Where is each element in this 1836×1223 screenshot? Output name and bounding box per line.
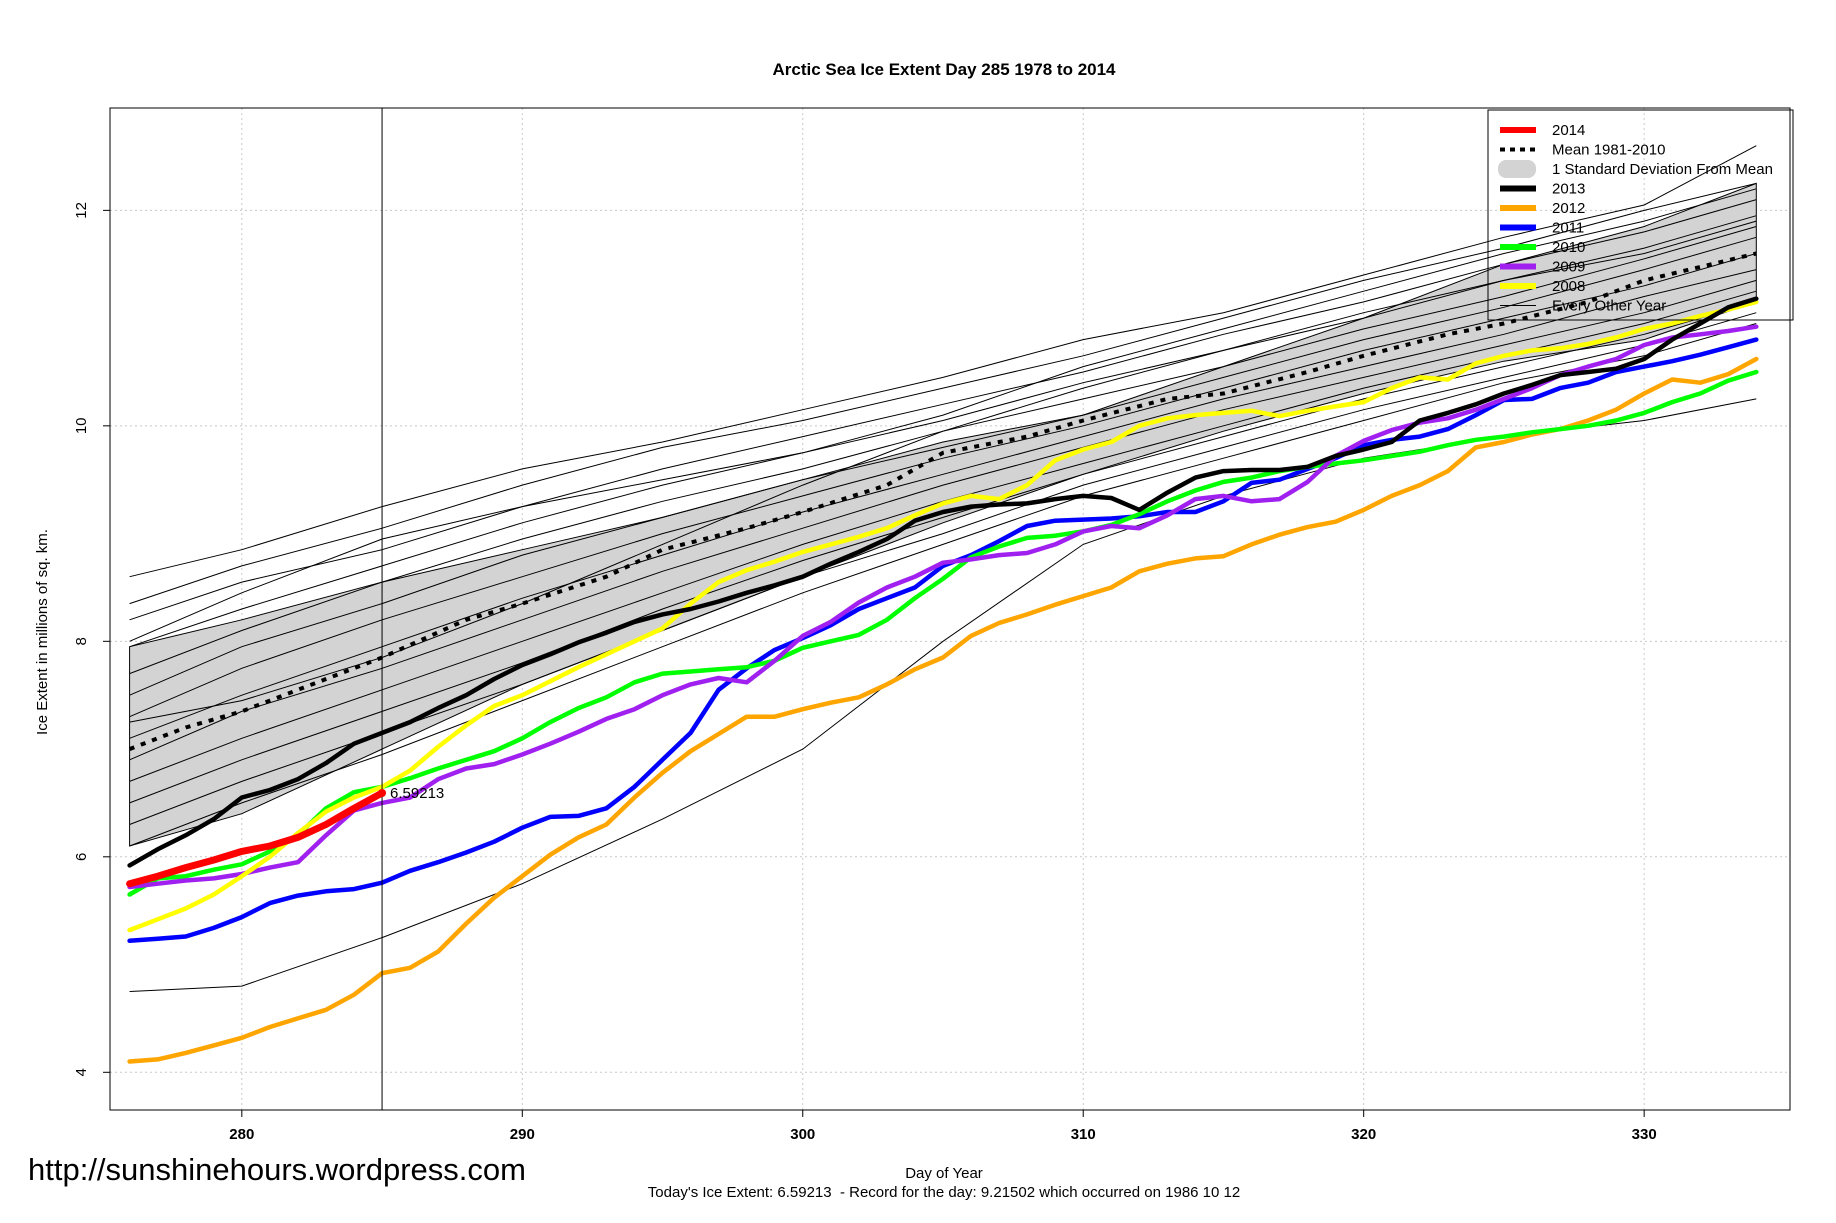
plot-frame [109, 107, 1791, 1111]
series-line-mean-1981-2010 [128, 251, 1757, 751]
chart-caption: Today's Ice Extent: 6.59213 - Record for… [648, 1184, 1240, 1201]
legend-label: 2011 [1552, 220, 1584, 237]
y-tick-label: 8 [73, 637, 90, 645]
x-tick-label: 290 [510, 1126, 535, 1143]
y-tick-label: 4 [73, 1068, 90, 1076]
x-tick-label: 310 [1071, 1126, 1096, 1143]
series-line-2012 [127, 356, 1759, 1064]
series-line-2010 [127, 369, 1759, 897]
y-tick-label: 6 [73, 853, 90, 861]
current-value-label: 6.59213 [390, 785, 444, 802]
legend-box [1487, 109, 1794, 321]
x-tick-label: 320 [1351, 1126, 1376, 1143]
y-axis-ticks: 4 6 8 10 12 [73, 202, 110, 1076]
series-line-2011 [127, 337, 1759, 944]
y-tick-label: 10 [73, 417, 90, 434]
y-tick-label: 12 [73, 202, 90, 219]
y-axis-label: Ice Extent in millions of sq. km. [34, 529, 51, 735]
x-axis-label: Day of Year [905, 1165, 983, 1182]
series-line-2009 [127, 324, 1759, 890]
series-line-2014 [126, 789, 386, 888]
current-value-point [378, 789, 387, 798]
legend-label: 2009 [1552, 259, 1585, 276]
legend-label: 2014 [1552, 122, 1585, 139]
highlighted-series [126, 251, 1759, 1064]
x-tick-label: 300 [790, 1126, 815, 1143]
x-axis-ticks: 280 290 300 310 320 330 [229, 1110, 1657, 1143]
x-tick-label: 280 [229, 1126, 254, 1143]
series-line-2013 [127, 296, 1759, 868]
chart-title: Arctic Sea Ice Extent Day 285 1978 to 20… [772, 60, 1116, 79]
legend-label: 2013 [1552, 181, 1585, 198]
legend-label: 2012 [1552, 200, 1585, 217]
legend-swatch [1498, 160, 1536, 178]
website-url: http://sunshinehours.wordpress.com [28, 1152, 526, 1187]
legend-label: 1 Standard Deviation From Mean [1552, 161, 1773, 178]
current-day-marker: 6.59213 [378, 108, 444, 1110]
legend-label: 2008 [1552, 278, 1585, 295]
legend: 2014 Mean 1981-2010 1 Standard Deviation F… [1487, 109, 1794, 321]
series-line-2008 [127, 299, 1759, 933]
legend-label: Every Other Year [1552, 298, 1666, 315]
legend-label: 2010 [1552, 239, 1585, 256]
x-tick-label: 330 [1632, 1126, 1657, 1143]
legend-label: Mean 1981-2010 [1552, 142, 1665, 159]
